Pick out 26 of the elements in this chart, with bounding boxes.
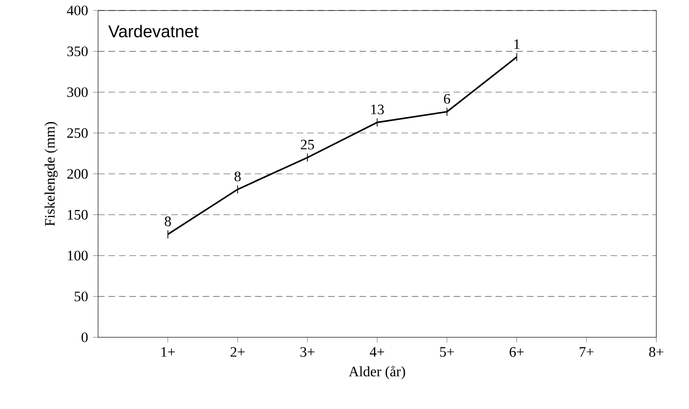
x-tick-label: 6+ bbox=[510, 347, 524, 357]
x-tick-label: 1+ bbox=[161, 347, 175, 357]
x-tick-label: 2+ bbox=[230, 347, 245, 357]
annotation: Vardevatnet bbox=[108, 24, 199, 38]
x-tick-label: 8+ bbox=[649, 347, 664, 357]
annotation: 8 bbox=[164, 216, 171, 226]
x-tick-label: 7+ bbox=[580, 347, 594, 356]
y-tick-label: 200 bbox=[67, 168, 88, 179]
y-tick-label: 50 bbox=[74, 292, 88, 302]
y-tick-label: 100 bbox=[68, 250, 88, 260]
annotation: 13 bbox=[371, 104, 384, 114]
annotation: 1 bbox=[514, 39, 520, 49]
y-tick-label: 250 bbox=[67, 128, 88, 138]
y-tick-label: 0 bbox=[82, 332, 88, 342]
y-tick-label: 400 bbox=[66, 6, 88, 16]
annotation: 25 bbox=[300, 140, 314, 150]
x-axis-title: Alder (år) bbox=[348, 366, 406, 380]
y-axis-title: Fiskelengde (mm) bbox=[44, 122, 58, 226]
y-tick-label: 150 bbox=[68, 210, 88, 220]
x-tick-label: 4+ bbox=[370, 347, 384, 357]
y-tick-label: 300 bbox=[67, 87, 88, 97]
annotation: 6 bbox=[444, 94, 450, 104]
x-tick-label: 5+ bbox=[440, 347, 454, 357]
y-tick-label: 350 bbox=[67, 46, 88, 56]
x-tick-label: 3+ bbox=[300, 347, 314, 357]
annotation: 8 bbox=[234, 172, 241, 182]
